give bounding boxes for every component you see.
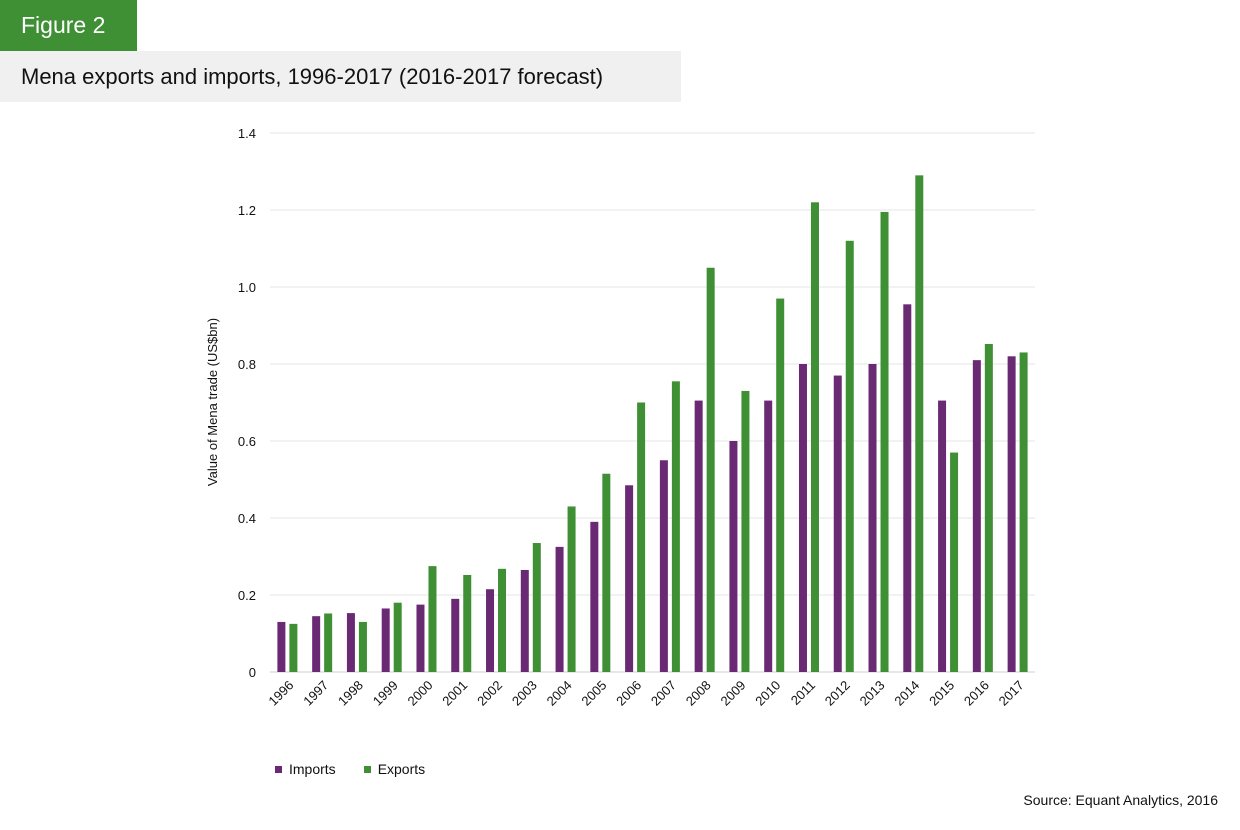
bar-exports-2013 [880, 211, 889, 673]
y-tick-label: 1.2 [238, 203, 256, 218]
bar-exports-2010 [776, 298, 785, 672]
bar-imports-2012 [833, 375, 842, 672]
legend-label-imports: Imports [289, 761, 336, 777]
x-tick-label: 1999 [370, 678, 401, 709]
bar-imports-2015 [938, 400, 947, 672]
y-tick-label: 0.6 [238, 434, 256, 449]
x-tick-label: 2008 [683, 678, 714, 709]
bar-imports-2008 [694, 400, 703, 672]
y-tick-label: 0.4 [238, 511, 256, 526]
legend-swatch-imports [275, 765, 282, 773]
x-tick-label: 1997 [300, 678, 331, 709]
bar-exports-2007 [671, 381, 680, 672]
x-tick-label: 1998 [335, 678, 366, 709]
x-tick-label: 2017 [996, 678, 1027, 709]
x-tick-label: 2004 [544, 678, 575, 709]
bar-exports-1997 [324, 613, 333, 672]
bar-imports-2007 [659, 460, 668, 672]
y-tick-label: 1.0 [238, 280, 256, 295]
bar-imports-1997 [312, 616, 321, 672]
bar-imports-2004 [555, 546, 564, 672]
bar-exports-2011 [810, 202, 819, 673]
legend: Imports Exports [275, 758, 453, 780]
bar-exports-2008 [706, 267, 715, 672]
bar-exports-2003 [532, 543, 541, 672]
x-tick-label: 2006 [613, 678, 644, 709]
bar-imports-2000 [416, 604, 425, 672]
x-tick-label: 1996 [265, 678, 296, 709]
bar-imports-2001 [451, 598, 460, 672]
bar-exports-1996 [289, 623, 298, 672]
y-tick-label: 0.2 [238, 588, 256, 603]
bar-imports-2016 [972, 360, 981, 672]
bar-imports-1998 [346, 613, 355, 672]
x-tick-label: 2003 [509, 678, 540, 709]
x-tick-label: 2011 [788, 678, 818, 708]
bar-imports-2013 [868, 364, 877, 672]
y-axis-label: Value of Mena trade (US$bn) [205, 318, 220, 486]
bar-exports-2009 [741, 390, 750, 672]
bar-exports-1998 [358, 621, 367, 672]
bar-exports-2001 [463, 574, 472, 672]
bar-imports-2010 [764, 400, 773, 672]
chart-title: Mena exports and imports, 1996-2017 (201… [0, 51, 681, 102]
x-tick-label: 2013 [857, 678, 888, 709]
bar-imports-2002 [486, 589, 495, 672]
x-tick-label: 2005 [578, 678, 609, 709]
bar-exports-1999 [393, 602, 402, 672]
y-axis-ticks: 0 0.2 0.4 0.6 0.8 1.0 1.2 1.4 [238, 126, 256, 680]
x-tick-label: 2010 [752, 678, 783, 709]
source-note: Source: Equant Analytics, 2016 [1023, 792, 1218, 808]
bar-imports-2003 [520, 569, 529, 672]
bar-exports-2016 [984, 343, 993, 672]
y-tick-label: 1.4 [238, 126, 256, 141]
x-tick-label: 2012 [822, 678, 853, 709]
x-tick-label: 2001 [439, 678, 470, 709]
bar-exports-2015 [950, 452, 959, 672]
bar-exports-2000 [428, 566, 437, 672]
x-tick-label: 2002 [474, 678, 505, 709]
bar-exports-2002 [498, 568, 507, 672]
y-tick-label: 0 [249, 665, 256, 680]
legend-item-exports: Exports [363, 761, 426, 777]
x-tick-label: 2016 [961, 678, 992, 709]
y-tick-label: 0.8 [238, 357, 256, 372]
bar-exports-2012 [845, 240, 854, 673]
x-tick-label: 2007 [648, 678, 679, 709]
legend-label-exports: Exports [377, 761, 426, 777]
x-tick-label: 2000 [405, 678, 436, 709]
bar-imports-2011 [798, 364, 807, 672]
x-tick-label: 2015 [926, 678, 957, 709]
bars [277, 175, 1028, 673]
bar-exports-2014 [915, 175, 924, 672]
bar-imports-2005 [590, 521, 599, 672]
x-tick-label: 2009 [717, 678, 748, 709]
x-axis-ticks: 1996 1997 1998 1999 2000 2001 2002 2003 2004 2005… [265, 678, 1026, 709]
legend-swatch-exports [363, 765, 371, 773]
bar-imports-2006 [625, 485, 634, 672]
bar-exports-2004 [567, 506, 576, 672]
bar-exports-2017 [1019, 352, 1028, 672]
bar-imports-2017 [1007, 356, 1016, 672]
bar-imports-1999 [381, 608, 390, 672]
figure-label: Figure 2 [0, 0, 137, 51]
bar-imports-2009 [729, 441, 738, 672]
bar-exports-2005 [602, 473, 611, 672]
bar-imports-1996 [277, 621, 286, 672]
x-tick-label: 2014 [891, 678, 922, 709]
legend-item-imports: Imports [275, 761, 336, 777]
bar-exports-2006 [637, 402, 646, 672]
bar-imports-2014 [903, 304, 912, 672]
